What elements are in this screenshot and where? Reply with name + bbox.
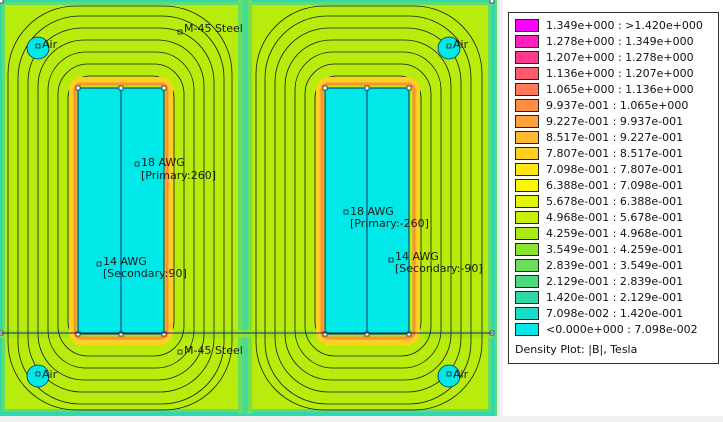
legend-entry: 1.136e+000 : 1.207e+000 <box>515 66 715 82</box>
right-margin <box>497 0 503 422</box>
legend-range-label: 7.098e-002 : 1.420e-001 <box>546 307 684 320</box>
density-plot[interactable]: M-45 Steel M-45 Steel Air Air Air Air 18… <box>0 0 497 416</box>
legend-entry: <0.000e+000 : 7.098e-002 <box>515 322 715 338</box>
right-coil-window <box>324 87 410 335</box>
legend-range-label: 1.420e-001 : 2.129e-001 <box>546 291 684 304</box>
legend-swatch <box>515 67 539 80</box>
legend-range-label: 7.807e-001 : 8.517e-001 <box>546 147 684 160</box>
legend-range-label: 5.678e-001 : 6.388e-001 <box>546 195 684 208</box>
legend-entry: 4.968e-001 : 5.678e-001 <box>515 210 715 226</box>
legend-entry: 6.388e-001 : 7.098e-001 <box>515 178 715 194</box>
legend-swatch <box>515 35 539 48</box>
legend-swatch <box>515 99 539 112</box>
legend-swatch <box>515 83 539 96</box>
legend-entry: 1.420e-001 : 2.129e-001 <box>515 290 715 306</box>
secondary-left: [Secondary:90] <box>103 267 187 280</box>
legend-entry: 3.549e-001 : 4.259e-001 <box>515 242 715 258</box>
bottom-margin <box>0 416 723 422</box>
legend-entry: 8.517e-001 : 9.227e-001 <box>515 130 715 146</box>
legend-entry: 2.839e-001 : 3.549e-001 <box>515 258 715 274</box>
legend-entry: 1.349e+000 : >1.420e+000 <box>515 18 715 34</box>
legend-range-label: 3.549e-001 : 4.259e-001 <box>546 243 684 256</box>
air-label-tr: Air <box>453 38 469 51</box>
legend-swatch <box>515 259 539 272</box>
primary-left: [Primary:260] <box>141 169 216 182</box>
legend-title: Density Plot: |B|, Tesla <box>515 343 638 356</box>
legend-swatch <box>515 195 539 208</box>
legend-range-label: 9.937e-001 : 1.065e+000 <box>546 99 689 112</box>
legend-range-label: 2.839e-001 : 3.549e-001 <box>546 259 684 272</box>
legend-swatch <box>515 163 539 176</box>
wire-18awg-right: 18 AWG <box>350 205 394 218</box>
legend-swatch <box>515 19 539 32</box>
legend-entry: 1.207e+000 : 1.278e+000 <box>515 50 715 66</box>
legend-entry: 9.227e-001 : 9.937e-001 <box>515 114 715 130</box>
legend-entry: 2.129e-001 : 2.839e-001 <box>515 274 715 290</box>
steel-label-bottom: M-45 Steel <box>184 344 243 357</box>
legend-range-label: 1.065e+000 : 1.136e+000 <box>546 83 694 96</box>
legend-range-label: 1.136e+000 : 1.207e+000 <box>546 67 694 80</box>
legend-range-label: 6.388e-001 : 7.098e-001 <box>546 179 684 192</box>
legend-swatch <box>515 179 539 192</box>
wire-18awg-left: 18 AWG <box>141 156 185 169</box>
legend-swatch <box>515 227 539 240</box>
legend-range-label: 1.207e+000 : 1.278e+000 <box>546 51 694 64</box>
flux-contour-lines <box>7 5 483 411</box>
air-label-bl: Air <box>42 368 58 381</box>
steel-label-top: M-45 Steel <box>184 22 243 35</box>
legend-range-label: 4.259e-001 : 4.968e-001 <box>546 227 684 240</box>
left-coil-window <box>77 87 165 335</box>
air-label-tl: Air <box>42 38 58 51</box>
legend-range-label: 1.349e+000 : >1.420e+000 <box>546 19 703 32</box>
legend-swatch <box>515 243 539 256</box>
legend-swatch <box>515 147 539 160</box>
legend-entry: 7.807e-001 : 8.517e-001 <box>515 146 715 162</box>
legend-swatch <box>515 291 539 304</box>
legend-entry: 1.278e+000 : 1.349e+000 <box>515 34 715 50</box>
legend-swatch <box>515 275 539 288</box>
legend-entry: 7.098e-002 : 1.420e-001 <box>515 306 715 322</box>
legend-entry: 9.937e-001 : 1.065e+000 <box>515 98 715 114</box>
legend-entry: 5.678e-001 : 6.388e-001 <box>515 194 715 210</box>
legend-range-label: <0.000e+000 : 7.098e-002 <box>546 323 698 336</box>
high-field-halos <box>69 77 420 345</box>
legend-swatch <box>515 51 539 64</box>
legend-entry: 1.065e+000 : 1.136e+000 <box>515 82 715 98</box>
legend-entry: 7.098e-001 : 7.807e-001 <box>515 162 715 178</box>
legend-range-label: 7.098e-001 : 7.807e-001 <box>546 163 684 176</box>
legend-entry: 4.259e-001 : 4.968e-001 <box>515 226 715 242</box>
air-label-br: Air <box>453 368 469 381</box>
wire-14awg-right: 14 AWG <box>395 250 439 263</box>
legend-swatch <box>515 115 539 128</box>
legend-range-label: 9.227e-001 : 9.937e-001 <box>546 115 684 128</box>
legend-range-label: 8.517e-001 : 9.227e-001 <box>546 131 684 144</box>
legend-swatch <box>515 307 539 320</box>
legend-swatch <box>515 211 539 224</box>
primary-right: [Primary:-260] <box>350 217 429 230</box>
legend-range-label: 1.278e+000 : 1.349e+000 <box>546 35 694 48</box>
legend-range-label: 2.129e-001 : 2.839e-001 <box>546 275 684 288</box>
wire-14awg-left: 14 AWG <box>103 255 147 268</box>
density-legend: 1.349e+000 : >1.420e+000 1.278e+000 : 1.3… <box>508 12 719 364</box>
secondary-right: [Secondary:-90] <box>395 262 483 275</box>
air-holes <box>26 36 461 388</box>
legend-swatch <box>515 131 539 144</box>
legend-range-label: 4.968e-001 : 5.678e-001 <box>546 211 684 224</box>
legend-swatch <box>515 323 539 336</box>
